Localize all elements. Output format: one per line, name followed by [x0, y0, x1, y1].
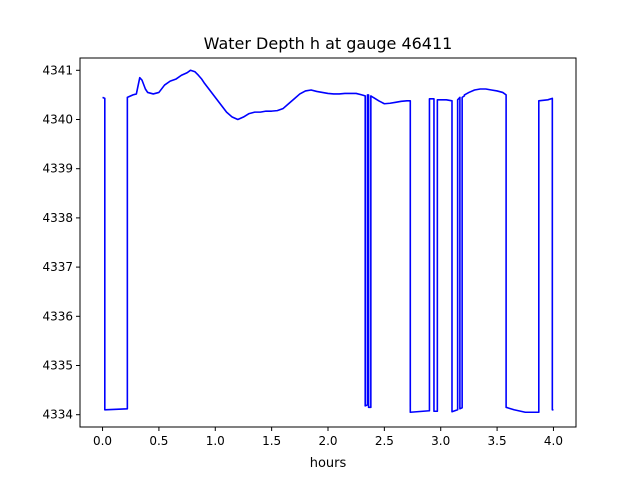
y-axis: 4334 4335 4336 4337 4338 4339 4340 4341	[42, 63, 80, 422]
chart-title: Water Depth h at gauge 46411	[204, 34, 453, 53]
x-tick-label: 2.5	[375, 434, 394, 448]
x-tick-label: 1.0	[206, 434, 225, 448]
x-axis: 0.0 0.5 1.0 1.5 2.0 2.5 3.0 3.5 4.0	[93, 427, 563, 448]
y-tick-label: 4334	[42, 408, 73, 422]
y-tick-label: 4338	[42, 211, 73, 225]
y-tick-label: 4335	[42, 359, 73, 373]
x-tick-label: 0.5	[149, 434, 168, 448]
y-tick-label: 4339	[42, 162, 73, 176]
x-tick-label: 2.0	[318, 434, 337, 448]
series-line-1	[102, 69, 554, 414]
y-tick-label: 4341	[42, 63, 73, 77]
y-tick-label: 4340	[42, 113, 73, 127]
x-tick-label: 4.0	[544, 434, 563, 448]
x-tick-label: 1.5	[262, 434, 281, 448]
x-tick-label: 3.5	[488, 434, 507, 448]
x-axis-label: hours	[310, 456, 347, 471]
x-tick-label: 0.0	[93, 434, 112, 448]
y-tick-label: 4336	[42, 309, 73, 323]
y-tick-label: 4337	[42, 260, 73, 274]
x-tick-label: 3.0	[431, 434, 450, 448]
